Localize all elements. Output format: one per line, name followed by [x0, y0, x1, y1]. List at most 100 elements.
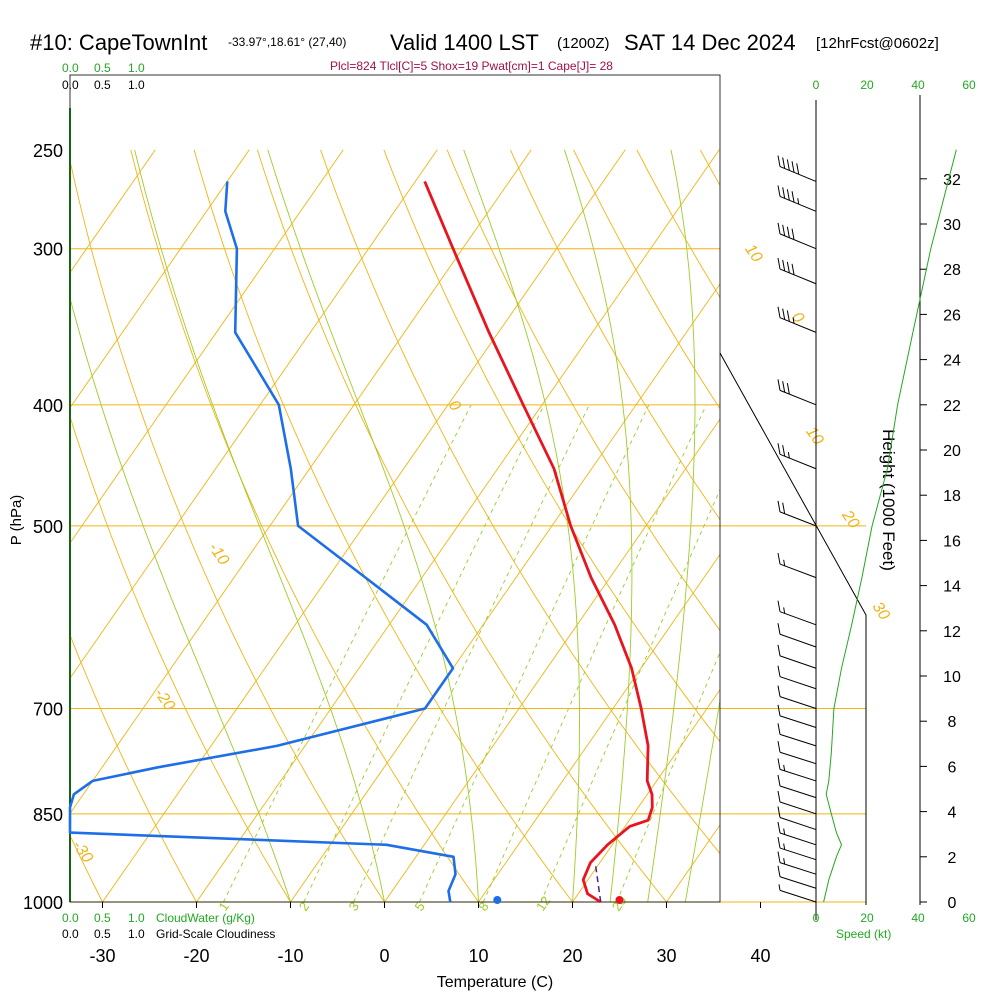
isotherm-label: 20: [838, 507, 863, 532]
top-green-scale-2: 1.0: [128, 61, 145, 75]
dry-adiabat-line: [70, 415, 291, 902]
top-green-scale-0: 0.0: [62, 61, 79, 75]
wind-barb: [777, 623, 817, 648]
dry-adiabat-line: [193, 149, 573, 902]
wind-barb-flag: [777, 865, 781, 877]
wind-barb-staff: [779, 768, 817, 782]
wind-barb-staff: [779, 633, 817, 648]
wind-barb-flag: [777, 836, 781, 849]
temp-label: 0: [379, 946, 389, 966]
temp-label: -10: [277, 946, 303, 966]
wind-barb-staff: [779, 317, 817, 333]
wind-barb-staff: [779, 847, 817, 861]
wind-barb-half: [797, 198, 800, 205]
temp-label: 30: [656, 946, 676, 966]
dry-adiabat-line: [256, 149, 667, 902]
wind-barb-staff: [779, 611, 817, 626]
wind-barb-flag: [777, 806, 781, 818]
wind-barb-flag: [777, 851, 781, 863]
wind-barb-staff: [779, 166, 817, 182]
temp-label: 10: [468, 946, 488, 966]
mixing-ratio-line: [303, 404, 545, 902]
wind-barb-flag: [791, 191, 795, 203]
wind-barb-flag: [791, 263, 795, 275]
surface-temperature-dot: [615, 896, 624, 904]
sounding-data: [68, 149, 957, 904]
wind-barb: [777, 665, 817, 690]
speed-label: Speed (kt): [836, 927, 891, 941]
wind-barb-staff: [779, 876, 817, 889]
wind-barb: [777, 774, 817, 799]
top-black-scale-1: 0.5: [94, 78, 111, 92]
speed-tick-top-3: 60: [962, 78, 976, 92]
isotherm-label: 10: [802, 424, 826, 448]
wind-barb: [777, 758, 817, 782]
wind-barb-half: [792, 317, 795, 324]
pressure-label-850: 850: [33, 805, 63, 825]
isotherm-label: -20: [151, 685, 178, 714]
zulu-time: (1200Z): [557, 35, 610, 52]
pressure-label-250: 250: [33, 141, 63, 161]
height-label: 20: [943, 443, 961, 460]
wind-barb-staff: [779, 655, 817, 669]
wind-barb-flag: [777, 600, 781, 612]
wind-barb-flag: [777, 704, 781, 716]
wind-barb-half: [783, 843, 786, 850]
mixing-ratio-line: [616, 651, 720, 902]
pressure-label-300: 300: [33, 240, 63, 260]
wind-barb-flag: [777, 790, 781, 803]
isotherm-line: [855, 150, 1000, 902]
dry-adiabat-line: [446, 149, 720, 632]
wind-barb: [777, 443, 817, 470]
wind-barb-staff: [779, 862, 817, 875]
speed-tick-bottom-1: 20: [860, 911, 874, 925]
wind-barb-half: [778, 884, 781, 891]
wind-barb-flag: [777, 379, 781, 391]
temperature-profile: [423, 180, 654, 904]
wind-barb-flag: [782, 308, 786, 320]
wind-barb: [777, 379, 817, 406]
wind-barb-flag: [782, 445, 786, 457]
cloudiness-label: Grid-Scale Cloudiness: [156, 927, 275, 941]
wind-barb-flag: [782, 502, 786, 514]
isotherm-label: -10: [205, 540, 232, 569]
wind-barb-flag: [777, 443, 781, 455]
wind-barb: [777, 222, 817, 250]
height-label: 0: [948, 895, 957, 912]
wind-barb-flag: [782, 224, 786, 236]
wind-barb-flag: [777, 306, 781, 318]
wind-barb-staff: [779, 785, 817, 799]
pressure-label-500: 500: [33, 517, 63, 537]
height-label: 2: [948, 850, 957, 867]
wind-barb-staff: [779, 696, 817, 709]
wind-barb-staff: [779, 832, 817, 846]
wind-barb-flag: [777, 723, 781, 735]
height-label: 12: [943, 624, 961, 641]
wind-barb-staff: [779, 751, 817, 765]
wind-barb-staff: [779, 563, 817, 579]
forecast-date: SAT 14 Dec 2024: [624, 30, 796, 55]
wind-barb-staff: [779, 511, 817, 527]
wind-barb-flag: [777, 774, 781, 787]
height-label: 24: [943, 353, 961, 370]
pressure-label-1000: 1000: [23, 893, 63, 913]
wind-speed-trace: [823, 149, 957, 903]
wind-barb-flag: [777, 758, 781, 770]
moist-adiabat-line: [70, 296, 291, 902]
wind-barb-flag: [777, 552, 781, 565]
x-axis-title: Temperature (C): [437, 974, 553, 991]
wind-barb-flag: [777, 155, 781, 167]
wind-barb-flag: [777, 185, 781, 197]
wind-barb: [777, 685, 817, 709]
bottom-green-scale-2: 1.0: [128, 911, 145, 925]
wind-barb-staff: [779, 389, 817, 406]
height-label: 30: [943, 217, 961, 234]
wind-barb-staff: [779, 268, 817, 285]
troposphere-boundary: [719, 352, 867, 905]
wind-barb: [777, 704, 817, 728]
wind-barb-flag: [777, 741, 781, 753]
dry-adiabat-line: [509, 149, 720, 521]
isotherm-label: 0: [788, 309, 807, 326]
wind-barb-staff: [779, 676, 817, 690]
height-label: 6: [948, 759, 957, 776]
